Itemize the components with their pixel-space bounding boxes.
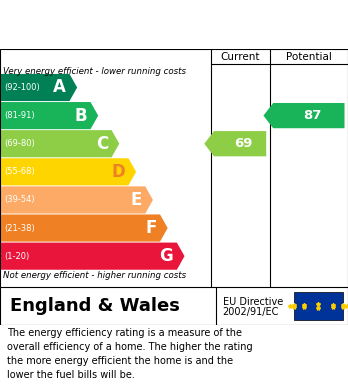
Text: Current: Current: [220, 52, 260, 62]
Text: Energy Efficiency Rating: Energy Efficiency Rating: [10, 17, 232, 32]
Polygon shape: [1, 102, 98, 129]
Text: C: C: [96, 135, 108, 153]
Text: (69-80): (69-80): [4, 139, 35, 148]
Text: Not energy efficient - higher running costs: Not energy efficient - higher running co…: [3, 271, 187, 280]
Polygon shape: [1, 158, 136, 185]
Text: F: F: [145, 219, 157, 237]
Polygon shape: [204, 131, 266, 156]
Bar: [294, 292, 343, 320]
Text: E: E: [130, 191, 142, 209]
Text: A: A: [53, 79, 66, 97]
Polygon shape: [1, 130, 119, 157]
Text: G: G: [160, 247, 173, 265]
Text: 69: 69: [235, 137, 253, 150]
Text: England & Wales: England & Wales: [10, 297, 180, 315]
Text: EU Directive: EU Directive: [223, 296, 283, 307]
Text: 2002/91/EC: 2002/91/EC: [223, 307, 279, 317]
Text: (81-91): (81-91): [4, 111, 35, 120]
Polygon shape: [1, 215, 168, 242]
Text: (21-38): (21-38): [4, 224, 35, 233]
Text: (92-100): (92-100): [4, 83, 40, 92]
Text: (1-20): (1-20): [4, 252, 30, 261]
Text: B: B: [74, 107, 87, 125]
Text: Very energy efficient - lower running costs: Very energy efficient - lower running co…: [3, 67, 187, 76]
Polygon shape: [263, 103, 345, 128]
Text: 87: 87: [303, 109, 322, 122]
Text: The energy efficiency rating is a measure of the
overall efficiency of a home. T: The energy efficiency rating is a measur…: [7, 328, 253, 380]
Polygon shape: [1, 187, 153, 213]
Polygon shape: [1, 242, 184, 270]
Text: (39-54): (39-54): [4, 196, 35, 204]
Polygon shape: [1, 74, 77, 101]
Text: Potential: Potential: [286, 52, 332, 62]
Text: D: D: [111, 163, 125, 181]
Text: (55-68): (55-68): [4, 167, 35, 176]
